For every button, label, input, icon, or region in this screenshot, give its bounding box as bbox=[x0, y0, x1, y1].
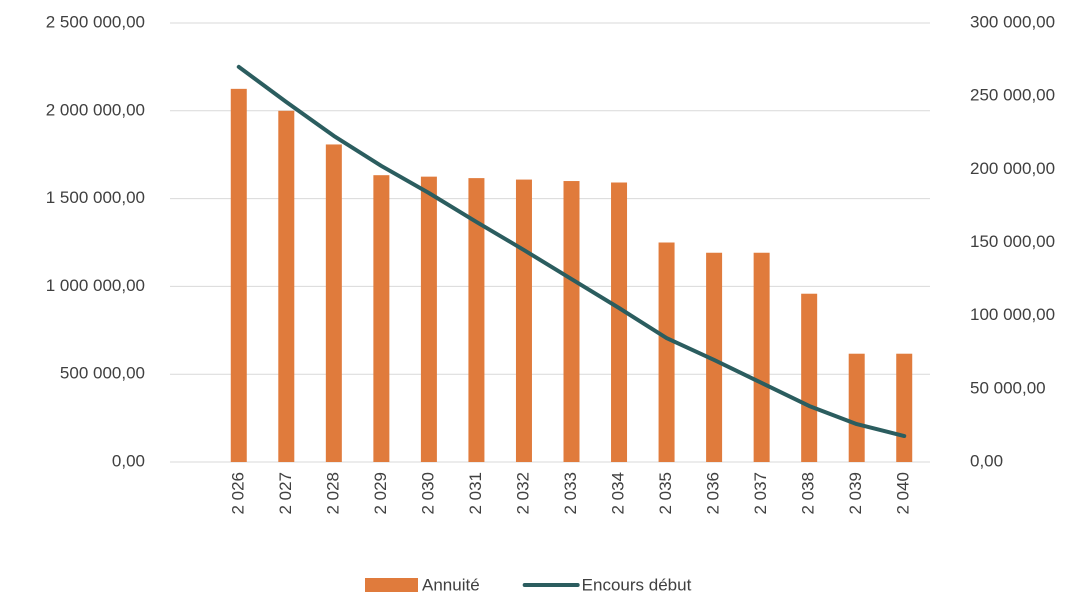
bar bbox=[515, 179, 532, 462]
x-tick-label: 2 029 bbox=[371, 472, 390, 515]
y2-tick-label: 100 000,00 bbox=[970, 305, 1055, 324]
legend-label: Encours début bbox=[582, 575, 692, 594]
y-tick-label: 2 500 000,00 bbox=[46, 12, 145, 31]
x-tick-label: 2 036 bbox=[704, 472, 723, 515]
line bbox=[236, 64, 907, 439]
bar bbox=[325, 144, 342, 462]
bar bbox=[468, 178, 485, 462]
legend-label: Annuité bbox=[422, 575, 480, 594]
y2-tick-label: 200 000,00 bbox=[970, 159, 1055, 178]
x-tick-label: 2 033 bbox=[561, 472, 580, 515]
bar bbox=[611, 182, 628, 462]
y-tick-label: 2 000 000,00 bbox=[46, 100, 145, 119]
y-tick-label: 0,00 bbox=[112, 451, 145, 470]
bar bbox=[848, 353, 865, 462]
bar bbox=[753, 252, 770, 462]
y-tick-label: 500 000,00 bbox=[60, 364, 145, 383]
x-tick-label: 2 037 bbox=[751, 472, 770, 515]
y-tick-label: 1 500 000,00 bbox=[46, 188, 145, 207]
x-tick-label: 2 040 bbox=[894, 472, 913, 515]
bar bbox=[801, 293, 818, 462]
x-tick-label: 2 026 bbox=[228, 472, 247, 515]
bar bbox=[373, 175, 390, 463]
bar bbox=[563, 181, 580, 463]
y2-tick-label: 0,00 bbox=[970, 451, 1003, 470]
y-tick-label: 1 000 000,00 bbox=[46, 276, 145, 295]
bar bbox=[896, 353, 913, 462]
x-tick-label: 2 028 bbox=[323, 472, 342, 515]
x-tick-label: 2 031 bbox=[466, 472, 485, 515]
x-tick-label: 2 035 bbox=[656, 472, 675, 515]
x-tick-label: 2 039 bbox=[846, 472, 865, 515]
bar bbox=[706, 252, 723, 462]
x-tick-label: 2 038 bbox=[799, 472, 818, 515]
bar bbox=[278, 110, 295, 463]
x-tick-label: 2 034 bbox=[609, 472, 628, 515]
bar bbox=[230, 88, 247, 462]
legend-swatch bbox=[365, 578, 418, 592]
y2-tick-label: 250 000,00 bbox=[970, 86, 1055, 105]
y2-tick-label: 50 000,00 bbox=[970, 378, 1046, 397]
x-tick-label: 2 030 bbox=[418, 472, 437, 515]
x-tick-label: 2 027 bbox=[276, 472, 295, 515]
bar bbox=[420, 176, 437, 462]
y2-tick-label: 300 000,00 bbox=[970, 12, 1055, 31]
x-tick-label: 2 032 bbox=[513, 472, 532, 515]
bar bbox=[658, 242, 675, 462]
y2-tick-label: 150 000,00 bbox=[970, 232, 1055, 251]
